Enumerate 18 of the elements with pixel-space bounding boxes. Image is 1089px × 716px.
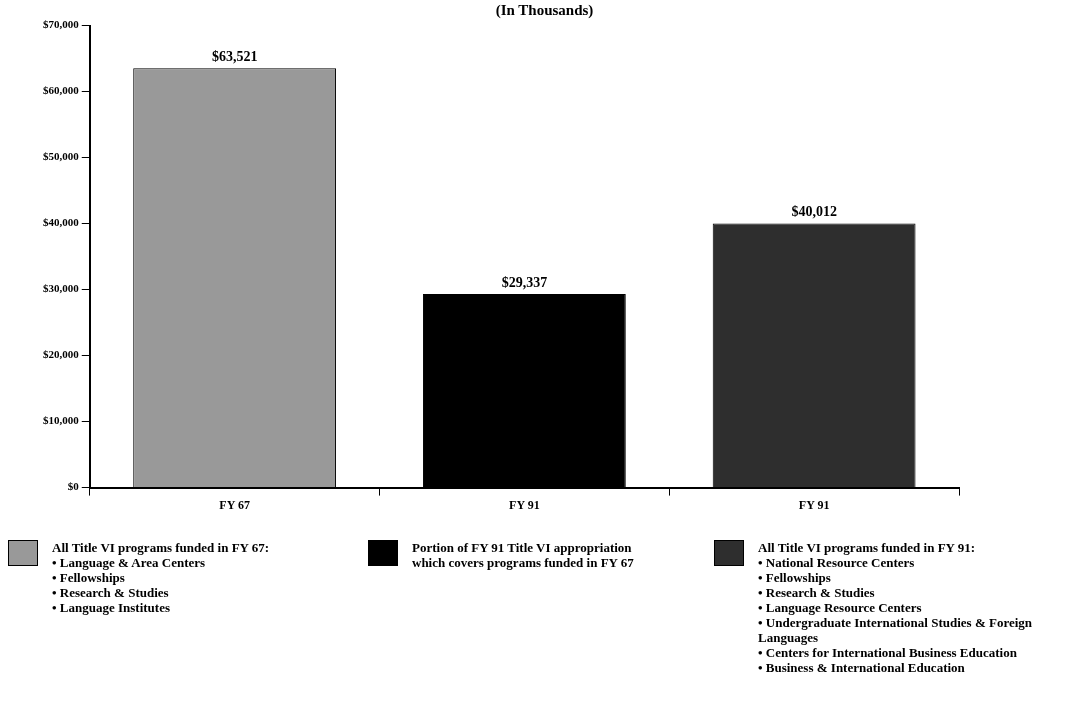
y-tick-label: $20,000: [43, 348, 80, 361]
y-tick-label: $70,000: [43, 18, 80, 31]
y-tick-label: $40,000: [43, 216, 80, 229]
x-tick-label: FY 91: [509, 497, 540, 512]
x-tick-label: FY 91: [798, 497, 830, 512]
legend-label: Portion of FY 91 Title VI appropriation which covers programs funded in FY 67: [412, 540, 635, 570]
text: All Title VI programs funded in FY 91: • National Resource Centers • Fellowships • Research & Studies • Language Resource Centers • Undergraduate International Studies & Foreign Languages • Centers for International Business Education • Business & International Education: [758, 540, 1033, 675]
y-tick-label: $0: [67, 480, 80, 493]
y-tick-label: $30,000: [43, 282, 80, 295]
legend-label: All Title VI programs funded in FY 67: • Language & Area Centers • Fellowships • Research & Studies • Language Institutes: [52, 540, 270, 615]
x-tick-label: FY 67: [219, 497, 250, 512]
y-tick-label: $50,000: [43, 150, 80, 163]
text: $63,521: [211, 48, 258, 64]
y-tick-label: $60,000: [43, 84, 80, 97]
text: $29,337: [501, 274, 548, 290]
chart-title: (In Thousands): [494, 2, 595, 19]
text: $40,012: [791, 204, 837, 220]
y-tick-label: $10,000: [43, 414, 80, 427]
